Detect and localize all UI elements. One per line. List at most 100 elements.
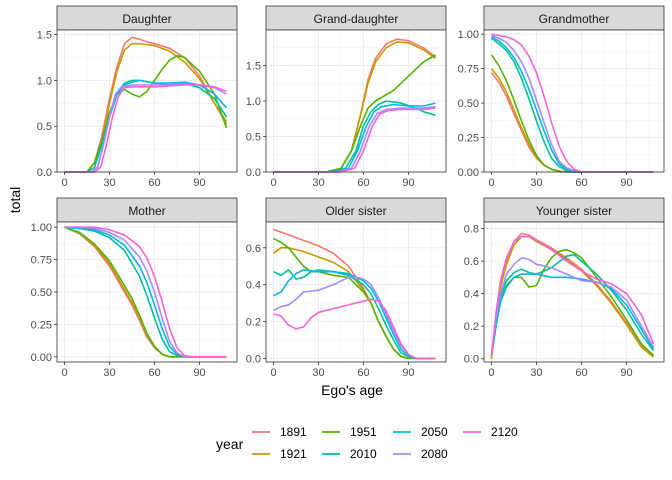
series-line-2120 <box>64 226 227 358</box>
legend-item-1921: 1921 <box>252 447 307 461</box>
x-tick-label: 0 <box>61 367 67 379</box>
series-line-1951 <box>64 54 228 173</box>
series-line-2080 <box>64 226 227 358</box>
y-tick-label: 0.5 <box>37 121 52 133</box>
series-line-2120 <box>491 33 654 173</box>
y-tick-label: 0.0 <box>464 354 479 366</box>
x-tick-label: 90 <box>402 367 414 379</box>
y-tick-label: 0.5 <box>246 132 261 144</box>
x-tick-label: 90 <box>193 367 205 379</box>
x-axis-title: Ego's age <box>321 382 383 398</box>
y-tick-label: 1.00 <box>31 222 52 234</box>
x-tick-label: 60 <box>575 367 587 379</box>
panel-border <box>483 221 665 363</box>
panel-strip-title: Mother <box>128 204 165 218</box>
y-tick-label: 0.8 <box>464 224 479 236</box>
legend-label: 2080 <box>421 447 448 461</box>
series-line-2010 <box>273 269 436 360</box>
y-tick-label: 1.00 <box>458 29 479 41</box>
panel-border <box>265 221 447 363</box>
legend-label: 2120 <box>491 425 518 439</box>
panel-older-sister: Older sister 0.0 0.2 0.4 0.6 0 30 60 90 <box>246 197 447 379</box>
series-line-1951 <box>273 54 436 173</box>
legend-title: year <box>216 436 244 452</box>
series-line-1951 <box>490 54 654 173</box>
y-tick-label: 1.5 <box>246 61 261 73</box>
x-tick-label: 30 <box>312 177 324 189</box>
panel-strip <box>265 5 447 31</box>
panel-strip-title: Younger sister <box>536 204 612 218</box>
series-line-2050 <box>490 273 655 356</box>
panel-border <box>56 29 238 173</box>
x-tick-label: 60 <box>575 177 587 189</box>
legend-label: 1921 <box>280 447 307 461</box>
x-tick-label: 0 <box>270 177 276 189</box>
legend: year 1891 1921 1951 2010 2050 2080 2120 <box>216 425 518 461</box>
y-tick-label: 0.0 <box>246 353 261 365</box>
y-tick-label: 0.0 <box>37 167 52 179</box>
panel-strip-title: Daughter <box>122 12 171 26</box>
panel-background <box>266 222 446 362</box>
x-tick-label: 30 <box>312 367 324 379</box>
panel-strip-title: Grandmother <box>539 12 610 26</box>
panel-background <box>57 30 237 172</box>
series-line-2120 <box>273 107 436 173</box>
x-tick-label: 0 <box>61 177 67 189</box>
x-tick-label: 60 <box>148 367 160 379</box>
x-tick-label: 0 <box>488 177 494 189</box>
legend-item-1951: 1951 <box>322 425 377 439</box>
series-line-2010 <box>64 79 228 173</box>
series-line-2080 <box>491 34 654 173</box>
x-tick-label: 60 <box>357 367 369 379</box>
series-line-1951 <box>64 226 227 358</box>
legend-label: 1951 <box>350 425 377 439</box>
y-tick-label: 0.25 <box>458 133 479 145</box>
y-tick-label: 0.0 <box>246 167 261 179</box>
series-line-2120 <box>490 235 655 356</box>
panel-mother: Mother 0.00 0.25 0.50 0.75 1.00 0 30 60 90 <box>31 197 238 379</box>
x-tick-label: 90 <box>193 177 205 189</box>
series-line-1951 <box>490 248 655 357</box>
series-line-2120 <box>64 84 227 173</box>
y-tick-label: 1.5 <box>37 30 52 42</box>
x-tick-label: 30 <box>530 367 542 379</box>
legend-item-2120: 2120 <box>463 425 518 439</box>
facet-panels: Daughter 0.0 0.5 1.0 1.5 0 30 60 90 Grand-daughte… <box>31 5 665 379</box>
x-tick-label: 0 <box>270 367 276 379</box>
series-line-2050 <box>273 269 436 360</box>
series-line-2050 <box>491 36 654 173</box>
series-line-2050 <box>64 226 227 358</box>
x-tick-label: 90 <box>620 177 632 189</box>
legend-label: 2050 <box>421 425 448 439</box>
y-tick-label: 1.0 <box>246 96 261 108</box>
y-axis-title: total <box>7 187 23 213</box>
legend-item-1891: 1891 <box>252 425 307 439</box>
x-tick-label: 30 <box>103 367 115 379</box>
panel-younger-sister: Younger sister 0.0 0.2 0.4 0.6 0.8 0 30 60 90 <box>464 197 665 379</box>
y-tick-label: 0.6 <box>464 256 479 268</box>
series-line-2010 <box>491 37 654 173</box>
x-tick-label: 60 <box>357 177 369 189</box>
y-tick-label: 0.50 <box>458 98 479 110</box>
y-tick-label: 0.00 <box>458 167 479 179</box>
panel-border <box>483 29 665 173</box>
panel-strip-title: Grand-daughter <box>314 12 399 26</box>
x-tick-label: 0 <box>488 367 494 379</box>
panel-strip <box>265 197 447 223</box>
panel-strip-title: Older sister <box>325 204 386 218</box>
y-tick-label: 0.4 <box>464 289 479 301</box>
panel-strip <box>56 197 238 223</box>
y-tick-label: 0.6 <box>246 243 261 255</box>
y-tick-label: 0.75 <box>31 255 52 267</box>
panel-grand-daughter: Grand-daughter 0.0 0.5 1.0 1.5 0 30 60 90 <box>246 5 447 189</box>
panel-grandmother: Grandmother 0.00 0.25 0.50 0.75 1.00 0 30 60 90 <box>458 5 665 189</box>
x-tick-label: 90 <box>620 367 632 379</box>
y-tick-label: 0.25 <box>31 319 52 331</box>
y-tick-label: 0.4 <box>246 280 261 292</box>
legend-label: 1891 <box>280 425 307 439</box>
y-tick-label: 0.2 <box>464 321 479 333</box>
legend-label: 2010 <box>350 447 377 461</box>
panel-strip <box>56 5 238 31</box>
y-tick-label: 0.50 <box>31 287 52 299</box>
series-line-2010 <box>64 226 227 358</box>
